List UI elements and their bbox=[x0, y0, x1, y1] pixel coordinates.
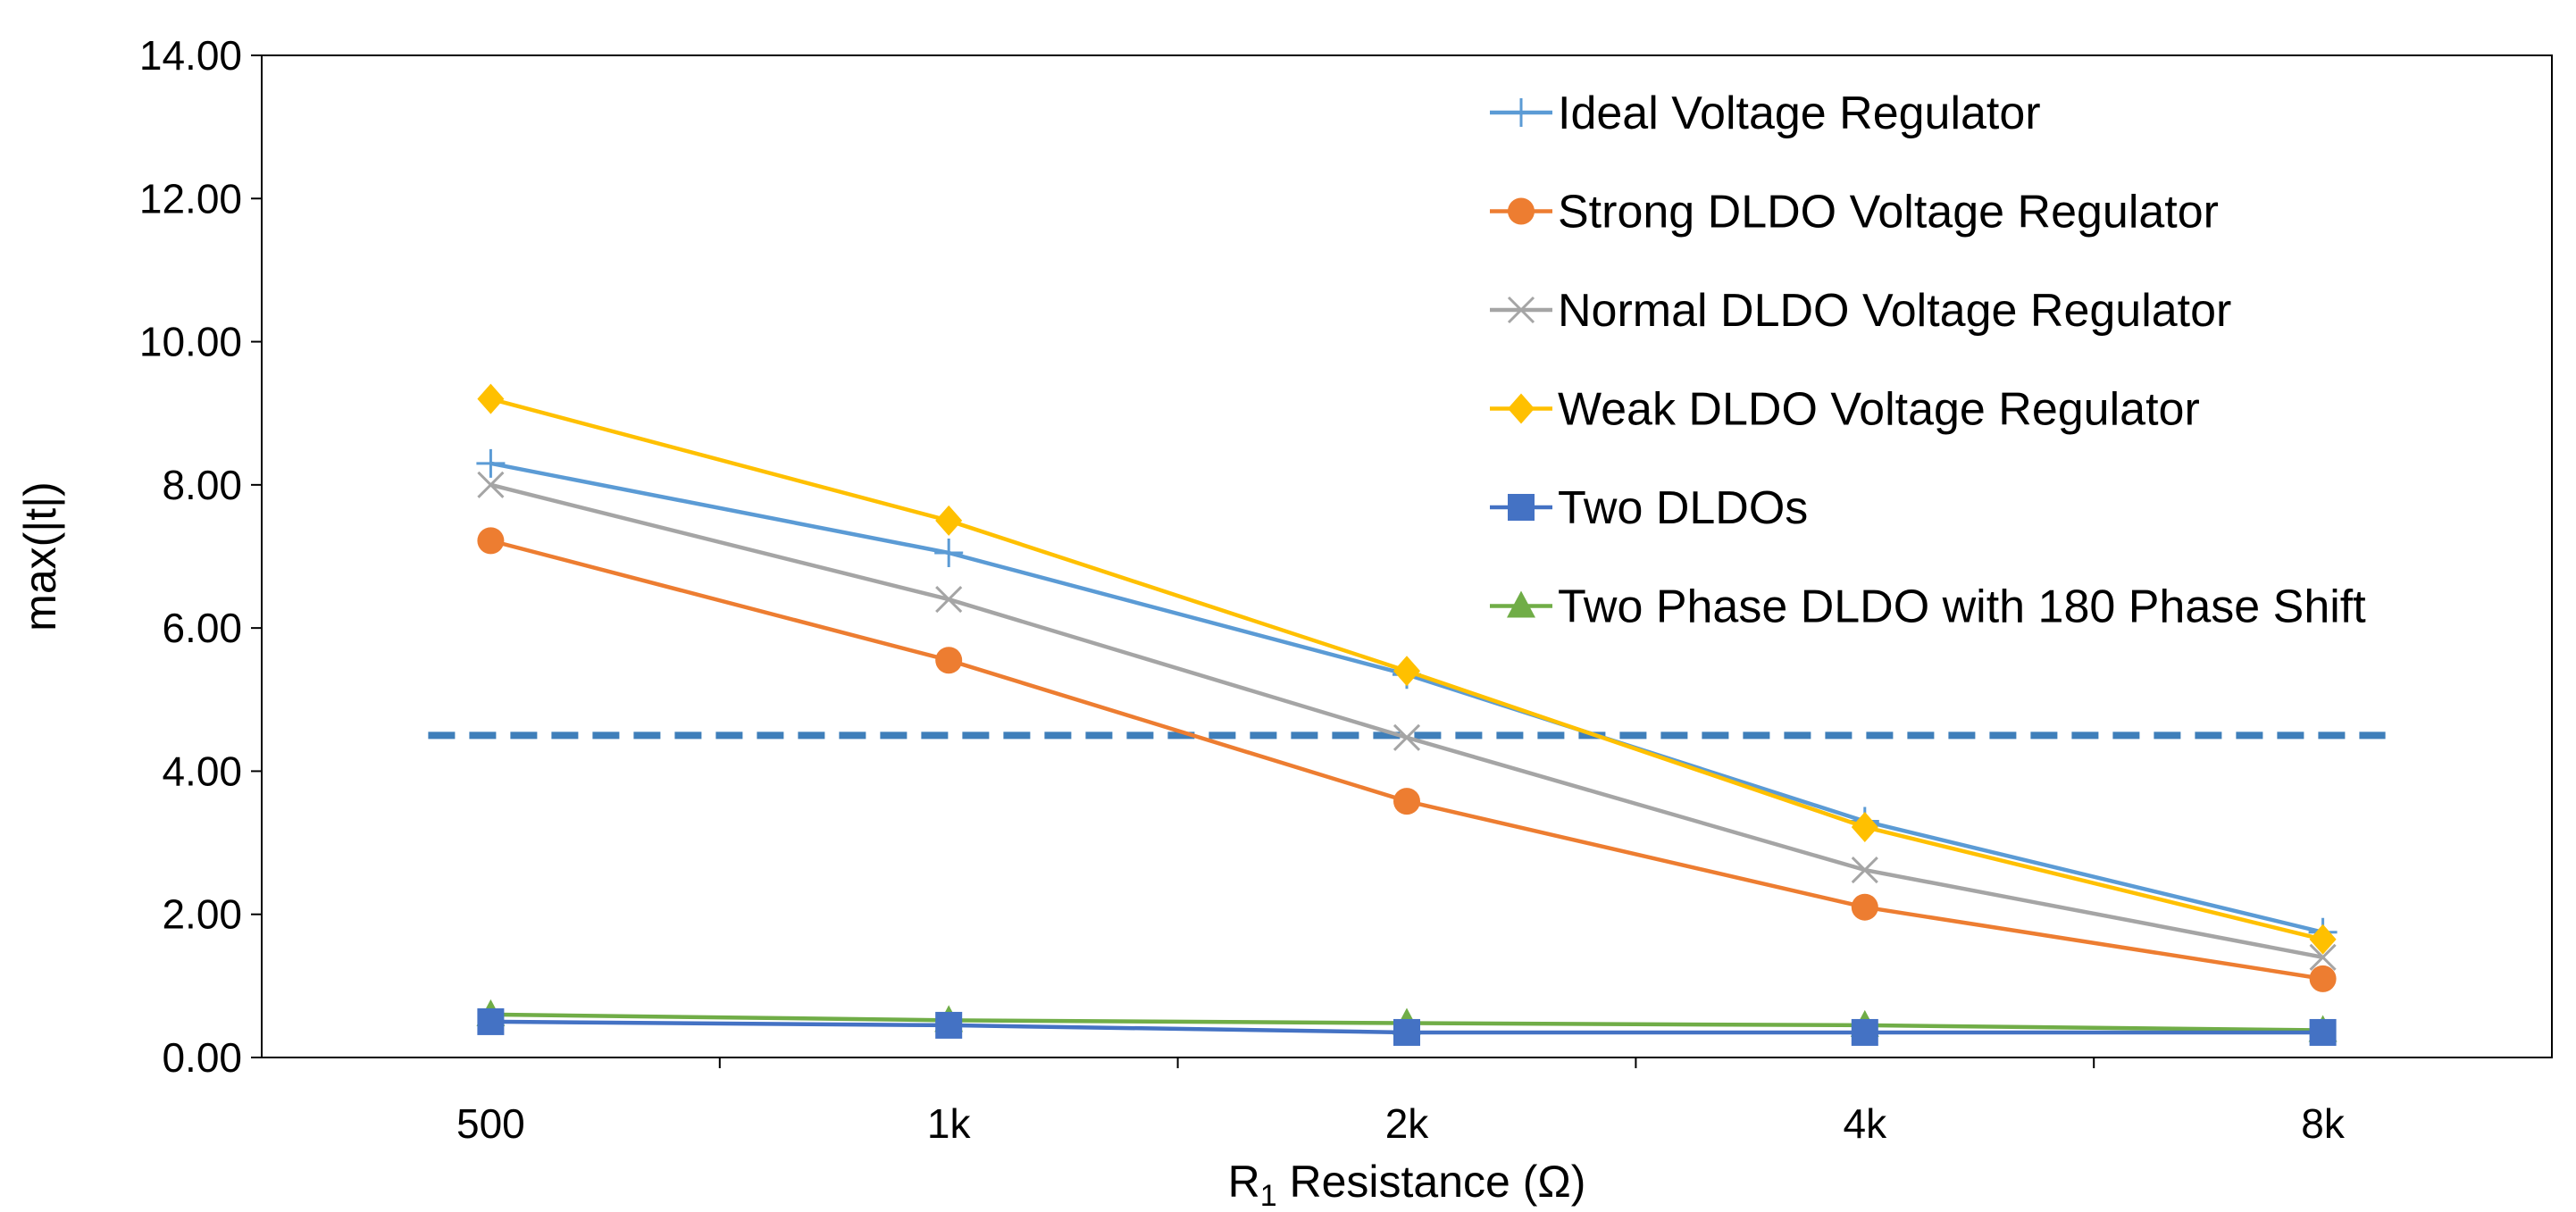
x-axis: 500 1k 2k 4k 8k bbox=[456, 1057, 2346, 1147]
series-plus bbox=[476, 448, 2338, 947]
data-point bbox=[1393, 723, 1421, 751]
x-axis-title-main: R bbox=[1228, 1157, 1260, 1207]
x-axis-title: R1 Resistance (Ω) bbox=[1228, 1157, 1586, 1212]
data-point bbox=[934, 538, 964, 567]
legend-entry: Two DLDOs bbox=[1490, 482, 1808, 534]
series-x bbox=[477, 471, 2337, 971]
x-tick-label: 1k bbox=[927, 1100, 972, 1147]
data-point bbox=[935, 505, 963, 536]
legend-entry: Normal DLDO Voltage Regulator bbox=[1490, 285, 2231, 337]
data-point bbox=[477, 527, 505, 555]
series-square bbox=[477, 1007, 2337, 1046]
x-tick-label: 2k bbox=[1385, 1100, 1430, 1147]
y-tick-label: 14.00 bbox=[139, 32, 242, 79]
legend-label: Weak DLDO Voltage Regulator bbox=[1558, 384, 2200, 436]
data-point bbox=[2309, 1018, 2337, 1046]
data-point bbox=[477, 1007, 505, 1035]
legend-entry: Two Phase DLDO with 180 Phase Shift bbox=[1490, 581, 2366, 633]
plot-area bbox=[261, 54, 2553, 1058]
data-point bbox=[477, 383, 505, 414]
data-point bbox=[935, 586, 963, 614]
legend-entry: Weak DLDO Voltage Regulator bbox=[1490, 384, 2200, 436]
legend-label: Ideal Voltage Regulator bbox=[1558, 88, 2041, 139]
y-tick-label: 2.00 bbox=[162, 891, 242, 938]
data-point bbox=[1851, 856, 1878, 884]
data-point bbox=[1393, 788, 1420, 815]
legend-marker bbox=[1507, 296, 1535, 324]
x-tick-label: 500 bbox=[456, 1100, 525, 1147]
series-line bbox=[489, 482, 2324, 960]
x-axis-title-rest: Resistance (Ω) bbox=[1277, 1157, 1586, 1207]
data-point bbox=[1393, 656, 1420, 687]
data-point bbox=[1393, 1018, 1420, 1046]
data-point bbox=[476, 448, 506, 478]
y-tick-label: 4.00 bbox=[162, 748, 242, 794]
y-tick-label: 6.00 bbox=[162, 605, 242, 651]
legend-entry: Strong DLDO Voltage Regulator bbox=[1490, 187, 2219, 238]
data-point bbox=[477, 471, 505, 498]
y-tick-label: 12.00 bbox=[139, 175, 242, 222]
series-line bbox=[489, 461, 2324, 934]
legend-entry: Ideal Voltage Regulator bbox=[1490, 88, 2041, 139]
legend-label: Normal DLDO Voltage Regulator bbox=[1558, 285, 2231, 337]
data-point bbox=[1851, 1018, 1878, 1046]
x-tick-label: 4k bbox=[1844, 1100, 1888, 1147]
series-diamond bbox=[477, 383, 2337, 955]
legend-marker bbox=[1507, 590, 1535, 618]
legend-label: Two DLDOs bbox=[1558, 482, 1808, 534]
legend-label: Strong DLDO Voltage Regulator bbox=[1558, 187, 2219, 238]
legend-marker bbox=[1508, 197, 1535, 225]
data-point bbox=[1851, 893, 1878, 921]
data-point bbox=[2309, 924, 2337, 955]
y-tick-label: 8.00 bbox=[162, 462, 242, 508]
data-point bbox=[2309, 943, 2337, 971]
legend-marker bbox=[1507, 98, 1535, 127]
x-tick-label: 8k bbox=[2301, 1100, 2346, 1147]
data-point bbox=[935, 647, 963, 674]
x-axis-title-subscript: 1 bbox=[1260, 1179, 1277, 1212]
data-point bbox=[1851, 811, 1878, 842]
legend-marker bbox=[1508, 393, 1535, 424]
legend-marker bbox=[1508, 494, 1535, 521]
y-tick-label: 10.00 bbox=[139, 319, 242, 365]
y-axis: 0.00 2.00 4.00 6.00 8.00 10.00 12.00 14.00 bbox=[139, 32, 262, 1081]
y-axis-title: max(|t|) bbox=[15, 481, 65, 631]
legend: Ideal Voltage Regulator Strong DLDO Volta… bbox=[1490, 88, 2366, 633]
y-tick-label: 0.00 bbox=[162, 1034, 242, 1081]
series-layer bbox=[476, 383, 2338, 1046]
legend-label: Two Phase DLDO with 180 Phase Shift bbox=[1558, 581, 2366, 633]
series-circle bbox=[477, 527, 2337, 992]
data-point bbox=[935, 1011, 963, 1039]
data-point bbox=[2309, 965, 2337, 992]
